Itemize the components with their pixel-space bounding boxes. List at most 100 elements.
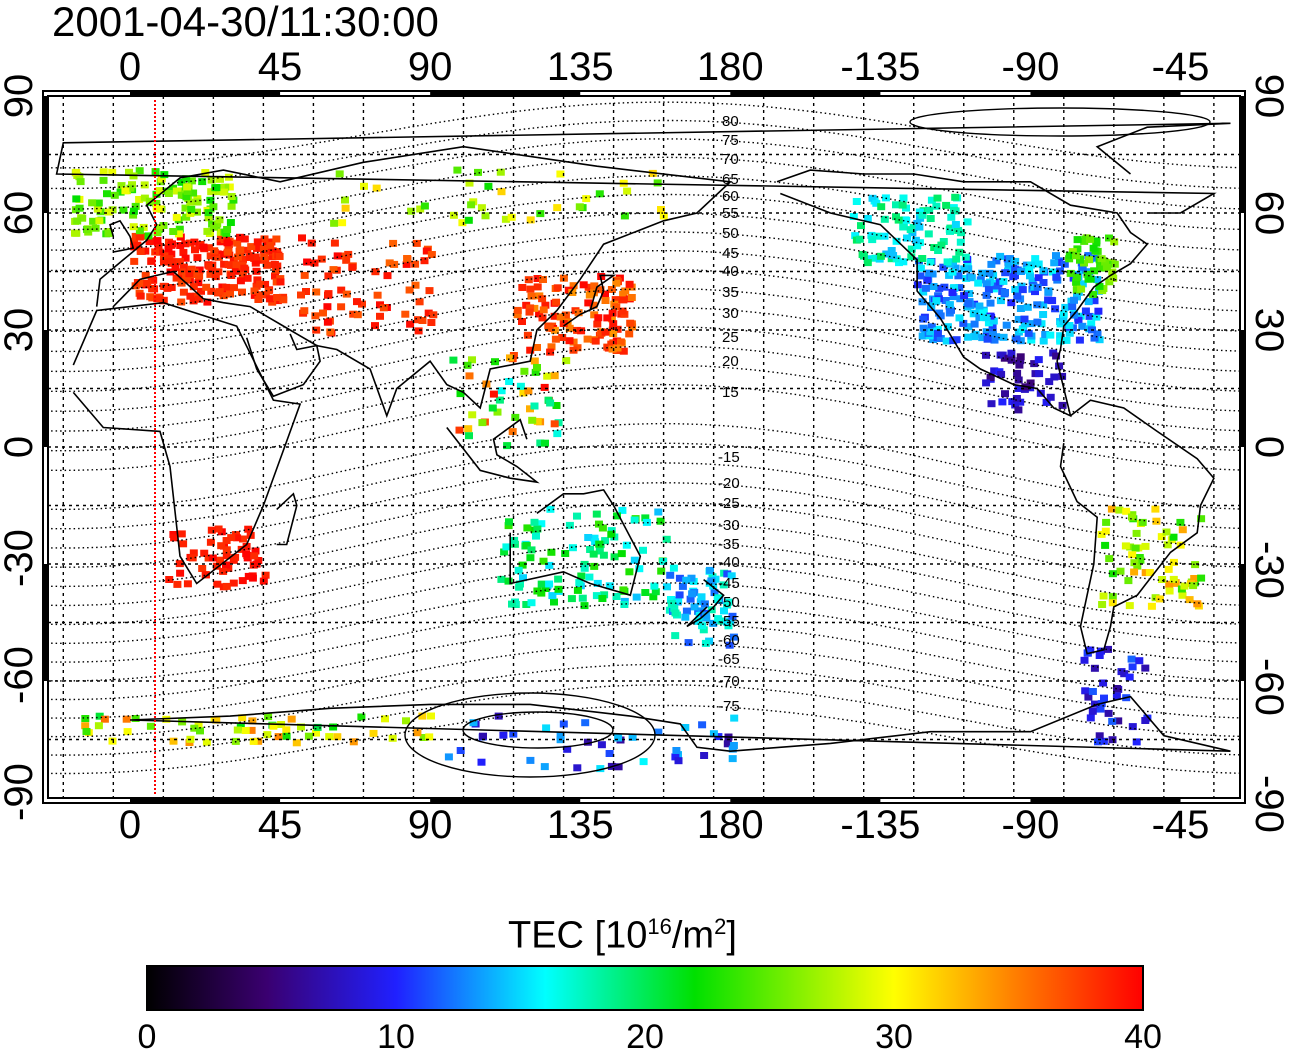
tec-cell	[206, 252, 215, 260]
tec-cell	[82, 728, 91, 735]
tec-cell	[160, 250, 169, 258]
tec-cell	[216, 184, 225, 191]
tec-cell	[567, 595, 576, 603]
tec-cell	[530, 518, 539, 526]
tec-cell	[955, 248, 964, 256]
tec-cell	[143, 279, 152, 287]
tec-cell	[1135, 657, 1144, 665]
tec-cell	[119, 206, 128, 214]
contour-label: -20	[718, 475, 740, 492]
tec-cell	[259, 244, 268, 252]
tec-cell	[456, 390, 465, 398]
tec-cell	[342, 290, 351, 298]
tec-cell	[179, 187, 188, 195]
tec-cell	[932, 202, 941, 210]
tec-cell	[468, 411, 477, 419]
tec-cell	[117, 182, 126, 190]
tec-cell	[590, 282, 599, 290]
tec-cell	[719, 581, 728, 589]
tec-cell	[1001, 390, 1009, 398]
tec-cell	[245, 254, 254, 261]
tec-cell	[607, 340, 616, 348]
tec-cell	[520, 367, 529, 375]
tec-cell	[1077, 285, 1086, 293]
tec-cell	[545, 561, 554, 569]
tec-cell	[233, 239, 242, 247]
tec-cell	[253, 244, 261, 252]
tec-cell	[1147, 602, 1156, 610]
tec-cell	[554, 575, 563, 583]
tec-cell	[224, 244, 233, 252]
tec-cell	[1046, 393, 1055, 401]
tec-cell	[194, 721, 203, 729]
tec-cell	[1141, 542, 1150, 550]
frame-tick-top	[430, 91, 581, 96]
tec-cell	[681, 613, 690, 621]
tec-cell	[1189, 582, 1198, 590]
tec-cell	[540, 383, 549, 391]
tec-cell	[420, 257, 429, 265]
tec-cell	[216, 175, 224, 183]
tec-cell	[1099, 737, 1108, 745]
tec-cell	[974, 279, 983, 287]
tec-cell	[193, 208, 201, 216]
tec-cell	[1074, 316, 1083, 324]
tec-cell	[1108, 593, 1117, 601]
tec-cell	[1011, 401, 1020, 409]
tec-cell	[868, 194, 877, 202]
contour-label: 45	[722, 245, 739, 262]
tec-cell	[227, 272, 236, 279]
tec-cell	[947, 306, 955, 314]
tec-cell	[187, 205, 196, 213]
tec-cell	[918, 332, 927, 340]
tec-cell	[1090, 664, 1099, 672]
tec-cell	[597, 741, 606, 749]
tec-cell	[477, 204, 486, 212]
tec-cell	[1178, 526, 1187, 534]
tec-cell	[221, 183, 230, 191]
tec-cell	[333, 252, 342, 260]
tec-cell	[617, 550, 626, 558]
tec-cell	[231, 553, 240, 561]
tec-cell	[1098, 601, 1107, 608]
tec-cell	[650, 582, 659, 590]
tec-cell	[279, 296, 288, 304]
tec-cell	[414, 327, 423, 335]
coastline	[446, 418, 540, 484]
tec-cell	[682, 576, 691, 584]
right-lat-label: -90	[1247, 775, 1291, 833]
tec-cell	[556, 732, 565, 740]
contour-label: 35	[722, 284, 739, 301]
tec-cell	[984, 286, 993, 294]
tec-cell	[540, 763, 549, 771]
tec-cell	[625, 568, 634, 576]
tec-cell	[601, 328, 610, 336]
tec-cell	[591, 538, 600, 546]
tec-cell	[611, 296, 620, 304]
tec-cell	[666, 571, 675, 579]
frame-tick-right	[1240, 564, 1245, 681]
tec-cell	[1065, 251, 1074, 259]
tec-cell	[996, 351, 1005, 359]
tec-cell	[965, 290, 974, 298]
tec-cell	[539, 557, 548, 565]
tec-cell	[209, 203, 218, 211]
tec-cell	[135, 233, 144, 241]
colorbar-tick-30: 30	[875, 1018, 913, 1056]
tec-cell	[135, 227, 144, 235]
tec-cell	[559, 320, 568, 327]
tec-cell	[723, 570, 732, 578]
tec-cell	[1087, 320, 1096, 328]
tec-cell	[229, 579, 238, 587]
tec-cell	[193, 198, 202, 206]
tec-cell	[1085, 256, 1094, 264]
tec-cell	[251, 547, 260, 555]
top-lon-label: 135	[546, 45, 614, 89]
tec-cell	[1128, 663, 1137, 671]
tec-cell	[227, 534, 236, 542]
tec-cell	[678, 582, 687, 590]
tec-cell	[1132, 529, 1141, 537]
tec-cell	[1016, 305, 1025, 312]
tec-cell	[424, 309, 433, 317]
